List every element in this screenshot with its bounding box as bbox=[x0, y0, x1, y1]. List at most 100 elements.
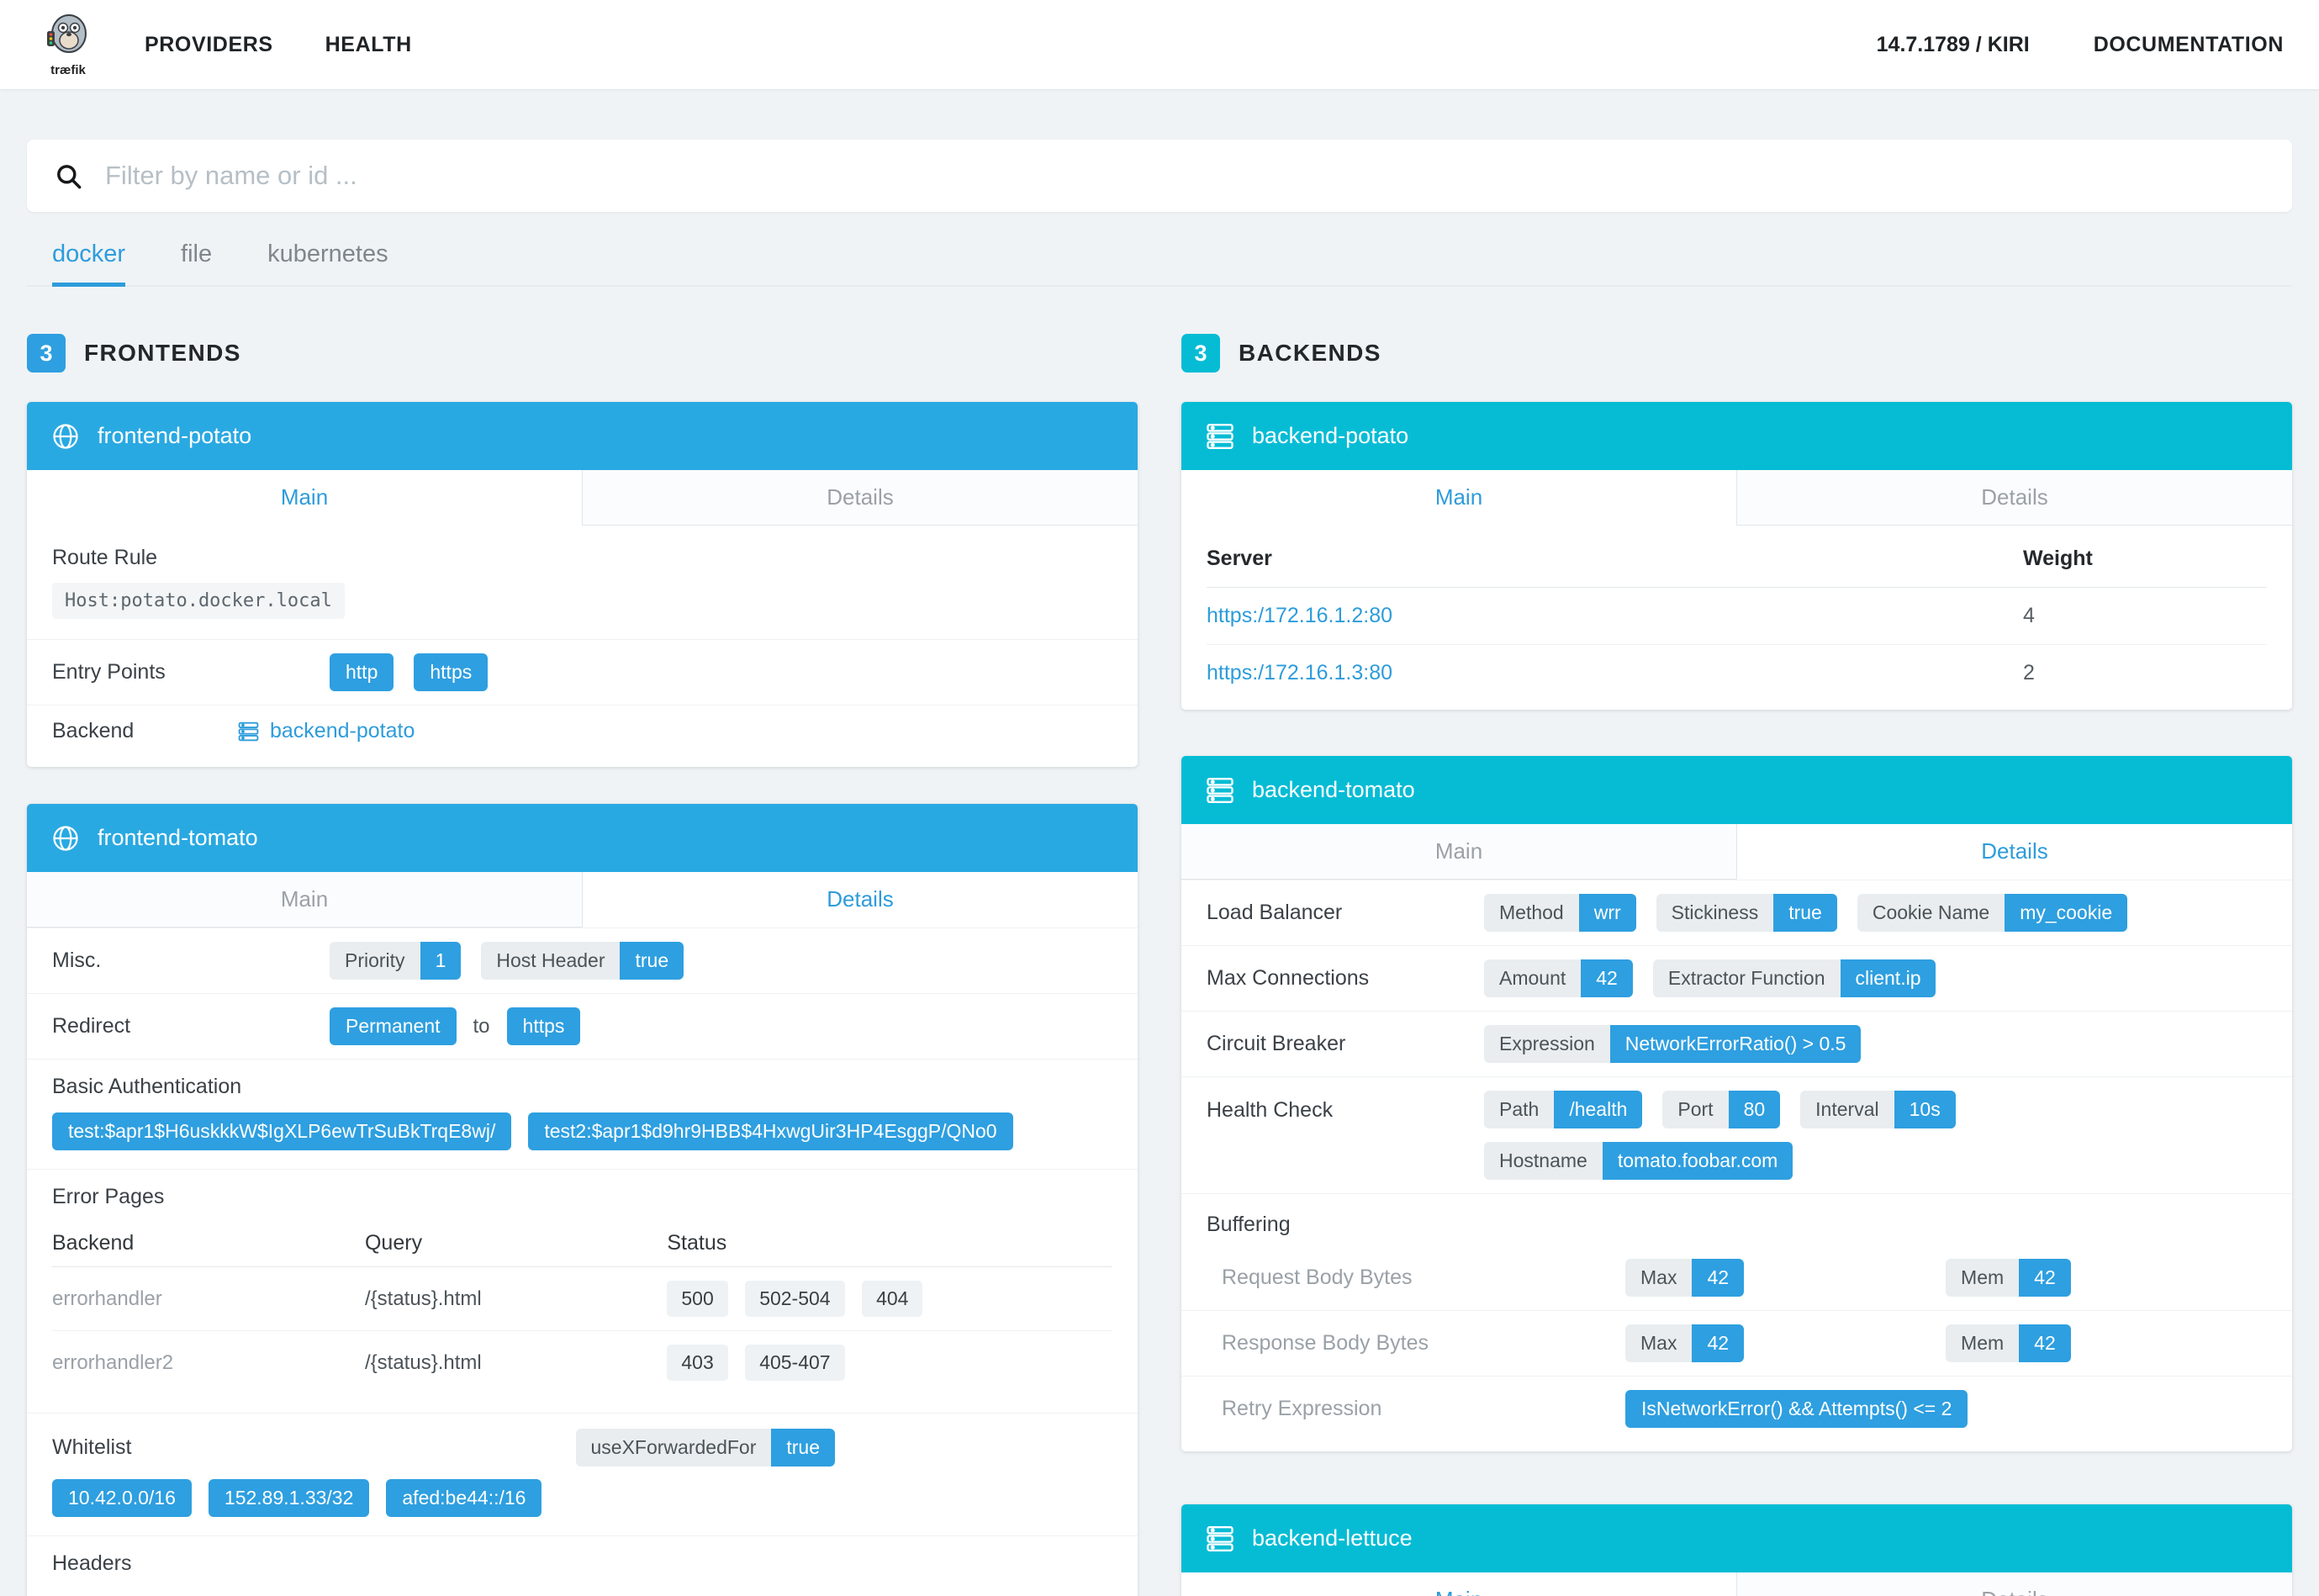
error-status-chips: 500 502-504 404 bbox=[667, 1281, 1112, 1317]
health-check-row: Health Check Path /health Port 80 Interv… bbox=[1181, 1076, 2292, 1193]
tab-main[interactable]: Main bbox=[1181, 470, 1736, 526]
port-value: 80 bbox=[1728, 1091, 1781, 1128]
redirect-from-pill: Permanent bbox=[330, 1007, 457, 1045]
table-row: errorhandler /{status}.html 500 502-504 … bbox=[52, 1267, 1112, 1331]
expression-pair: Expression NetworkErrorRatio() > 0.5 bbox=[1484, 1025, 1862, 1063]
retry-expression-row: Retry Expression IsNetworkError() && Att… bbox=[1181, 1376, 2292, 1441]
amount-value: 42 bbox=[1581, 959, 1633, 997]
tab-details[interactable]: Details bbox=[1736, 1572, 2292, 1596]
retry-expression-pill: IsNetworkError() && Attempts() <= 2 bbox=[1625, 1390, 1968, 1428]
servers-table-header: Server Weight bbox=[1207, 526, 2267, 588]
path-pair: Path /health bbox=[1484, 1091, 1643, 1128]
request-body-bytes-label: Request Body Bytes bbox=[1222, 1266, 1413, 1289]
card-frontend-tomato-header: frontend-tomato bbox=[27, 804, 1138, 872]
server-stack-icon bbox=[1205, 423, 1235, 450]
traefik-logo[interactable]: træfik bbox=[35, 13, 101, 77]
backends-column: 3 BACKENDS backend-potato Main Details bbox=[1181, 334, 2292, 1596]
cookie-key: Cookie Name bbox=[1857, 894, 2005, 932]
whitelist-label: Whitelist bbox=[52, 1435, 132, 1459]
card-tabs: Main Details bbox=[1181, 470, 2292, 526]
priority-key: Priority bbox=[330, 942, 420, 980]
entry-point-pill: http bbox=[330, 653, 394, 691]
stickiness-pair: Stickiness true bbox=[1656, 894, 1837, 932]
health-check-label: Health Check bbox=[1207, 1098, 1334, 1122]
status-chip: 403 bbox=[667, 1345, 728, 1381]
host-header-pair: Host Header true bbox=[481, 942, 684, 980]
tab-details[interactable]: Details bbox=[582, 872, 1138, 927]
server-link[interactable]: https:/172.16.1.3:80 bbox=[1207, 661, 1393, 684]
priority-pair: Priority 1 bbox=[330, 942, 462, 980]
status-chip: 502-504 bbox=[745, 1281, 845, 1317]
col-status: Status bbox=[667, 1231, 727, 1255]
backend-label: Backend bbox=[52, 719, 135, 743]
card-tabs: Main Details bbox=[27, 470, 1138, 526]
redirect-row: Redirect Permanent to https bbox=[27, 993, 1138, 1059]
error-pages-table-header: Backend Query Status bbox=[52, 1219, 1112, 1267]
card-title: backend-potato bbox=[1252, 423, 1409, 448]
server-icon bbox=[237, 721, 260, 742]
server-stack-icon bbox=[1205, 777, 1235, 804]
documentation-link[interactable]: DOCUMENTATION bbox=[2093, 32, 2284, 56]
entry-point-pill: https bbox=[414, 653, 489, 691]
tab-details[interactable]: Details bbox=[582, 470, 1138, 526]
load-balancer-row: Load Balancer Method wrr Stickiness true… bbox=[1181, 880, 2292, 945]
topbar-right: 14.7.1789 / KIRI DOCUMENTATION bbox=[1877, 33, 2284, 57]
hostname-key: Hostname bbox=[1484, 1142, 1603, 1180]
redirect-label: Redirect bbox=[52, 1014, 131, 1038]
col-server: Server bbox=[1207, 547, 1272, 570]
error-backend: errorhandler bbox=[52, 1287, 162, 1310]
error-pages-label: Error Pages bbox=[52, 1185, 165, 1208]
response-body-bytes-label: Response Body Bytes bbox=[1222, 1331, 1429, 1355]
tab-main[interactable]: Main bbox=[27, 872, 582, 927]
search-input[interactable] bbox=[105, 161, 2265, 191]
servers-table: Server Weight https:/172.16.1.2:80 4 htt… bbox=[1181, 526, 2292, 710]
nav-health[interactable]: HEALTH bbox=[325, 32, 412, 56]
tab-main[interactable]: Main bbox=[1181, 1572, 1736, 1596]
error-pages-table: Backend Query Status errorhandler /{stat… bbox=[52, 1219, 1112, 1394]
extractor-key: Extractor Function bbox=[1652, 959, 1841, 997]
error-backend: errorhandler2 bbox=[52, 1350, 174, 1374]
backend-link[interactable]: backend-potato bbox=[237, 719, 415, 743]
frontends-title: FRONTENDS bbox=[84, 340, 241, 366]
card-frontend-tomato: frontend-tomato Main Details Misc. Prior… bbox=[27, 804, 1138, 1596]
tab-main[interactable]: Main bbox=[1181, 824, 1736, 880]
error-status-chips: 403 405-407 bbox=[667, 1345, 1112, 1381]
response-body-bytes-row: Response Body Bytes Max 42 Mem 42 bbox=[1181, 1310, 2292, 1376]
tab-main[interactable]: Main bbox=[27, 470, 582, 526]
basic-auth-section: Basic Authentication test:$apr1$H6uskkkW… bbox=[27, 1059, 1138, 1169]
table-row: https:/172.16.1.2:80 4 bbox=[1207, 588, 2267, 645]
error-pages-section: Error Pages Backend Query Status errorha… bbox=[27, 1169, 1138, 1413]
route-rule-block: Route Rule Host:potato.docker.local bbox=[27, 526, 1138, 639]
retry-expression-label: Retry Expression bbox=[1222, 1397, 1382, 1420]
server-stack-icon bbox=[1205, 1525, 1235, 1552]
hostname-pair: Hostname tomato.foobar.com bbox=[1484, 1142, 1793, 1180]
tab-details[interactable]: Details bbox=[1736, 824, 2292, 880]
tab-details[interactable]: Details bbox=[1736, 470, 2292, 526]
card-backend-potato-header: backend-potato bbox=[1181, 402, 2292, 470]
mem-pair: Mem 42 bbox=[1946, 1324, 2071, 1362]
request-body-bytes-row: Request Body Bytes Max 42 Mem 42 bbox=[1181, 1245, 2292, 1310]
hostname-value: tomato.foobar.com bbox=[1602, 1142, 1793, 1180]
card-title: frontend-tomato bbox=[98, 825, 258, 850]
card-backend-tomato: backend-tomato Main Details Load Balance… bbox=[1181, 756, 2292, 1451]
nav-providers[interactable]: PROVIDERS bbox=[145, 32, 273, 56]
tab-docker[interactable]: docker bbox=[52, 240, 126, 287]
error-query: /{status}.html bbox=[364, 1350, 482, 1374]
frontends-section-header: 3 FRONTENDS bbox=[27, 334, 1138, 373]
expression-key: Expression bbox=[1484, 1025, 1610, 1063]
mem-key: Mem bbox=[1946, 1324, 2020, 1362]
method-pair: Method wrr bbox=[1484, 894, 1636, 932]
route-rule-label: Route Rule bbox=[52, 546, 158, 569]
circuit-breaker-row: Circuit Breaker Expression NetworkErrorR… bbox=[1181, 1011, 2292, 1076]
card-title: backend-tomato bbox=[1252, 777, 1415, 802]
server-link[interactable]: https:/172.16.1.2:80 bbox=[1207, 604, 1393, 627]
tab-kubernetes[interactable]: kubernetes bbox=[267, 240, 388, 267]
redirect-word: to bbox=[473, 1014, 490, 1038]
tab-file[interactable]: file bbox=[181, 240, 213, 267]
card-frontend-potato: frontend-potato Main Details Route Rule … bbox=[27, 402, 1138, 767]
buffering-label: Buffering bbox=[1181, 1193, 2292, 1245]
port-key: Port bbox=[1662, 1091, 1729, 1128]
provider-tabs: docker file kubernetes bbox=[27, 240, 2292, 287]
entry-points-label: Entry Points bbox=[52, 660, 166, 684]
mem-key: Mem bbox=[1946, 1259, 2020, 1297]
